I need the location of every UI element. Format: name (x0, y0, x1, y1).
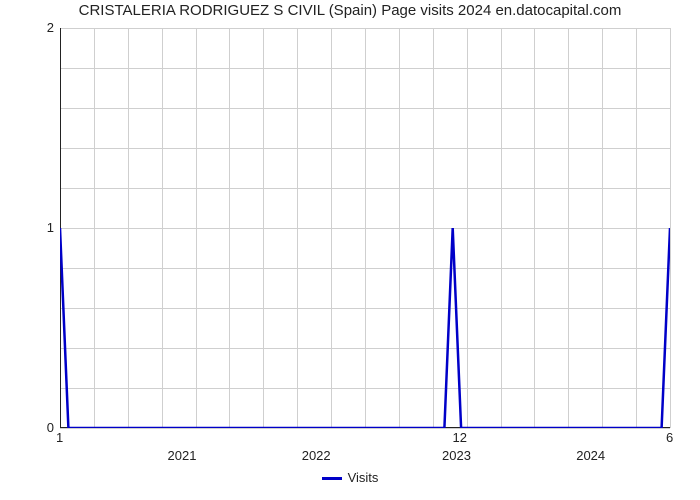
y-tick-label: 2 (24, 20, 54, 35)
plot-area (60, 28, 670, 428)
y-tick-label: 1 (24, 220, 54, 235)
x-tick-label: 2024 (576, 448, 605, 463)
chart-container: CRISTALERIA RODRIGUEZ S CIVIL (Spain) Pa… (0, 0, 700, 500)
x-tick-label: 2021 (168, 448, 197, 463)
x-tick-label: 2022 (302, 448, 331, 463)
x-sublabel: 12 (453, 430, 467, 445)
series-line (60, 28, 670, 428)
x-sublabel: 6 (666, 430, 673, 445)
x-tick-label: 2023 (442, 448, 471, 463)
x-sublabel: 1 (56, 430, 63, 445)
y-tick-label: 0 (24, 420, 54, 435)
legend-label: Visits (348, 470, 379, 485)
chart-title: CRISTALERIA RODRIGUEZ S CIVIL (Spain) Pa… (0, 2, 700, 19)
legend-swatch (322, 477, 342, 480)
legend: Visits (0, 470, 700, 485)
